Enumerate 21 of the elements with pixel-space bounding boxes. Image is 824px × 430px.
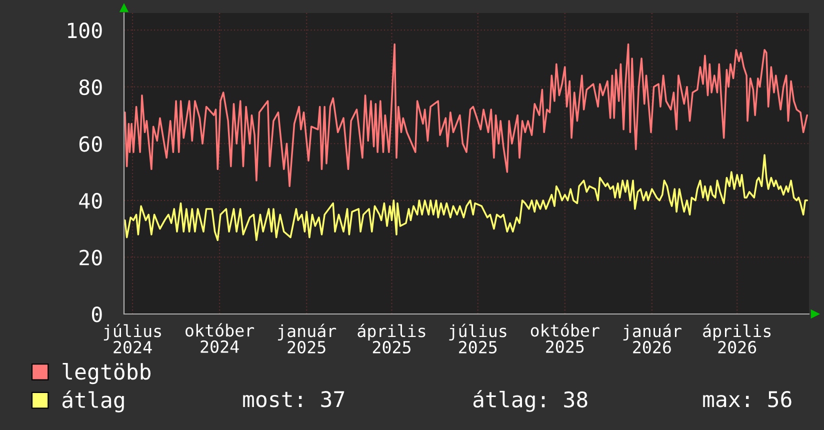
y-tick-label: 0 [92, 306, 102, 322]
y-tick-label: 60 [79, 136, 102, 152]
line-series [124, 154, 808, 242]
y-tick-label: 80 [79, 79, 102, 96]
x-tick-label: április 2026 [703, 324, 771, 354]
y-tick-label: 20 [80, 250, 102, 266]
x-tick-label: január 2025 [278, 324, 336, 354]
y-tick-label: 40 [79, 192, 102, 209]
text: átlag: 38 [473, 390, 588, 412]
line-series [124, 43, 808, 188]
text: most: 37 [243, 391, 344, 408]
legend-label: átlag [62, 390, 124, 412]
x-tick-label: január 2026 [623, 324, 682, 354]
legend-label: legtöbb [62, 363, 151, 384]
x-tick-label: július 2024 [104, 324, 161, 354]
y-tick-label: 100 [68, 22, 102, 38]
text: max: 56 [703, 391, 792, 408]
x-tick-label: április 2025 [358, 324, 426, 354]
x-tick-label: október 2025 [530, 323, 600, 353]
x-tick-label: július 2025 [449, 324, 506, 354]
x-tick-label: október 2024 [186, 323, 254, 353]
